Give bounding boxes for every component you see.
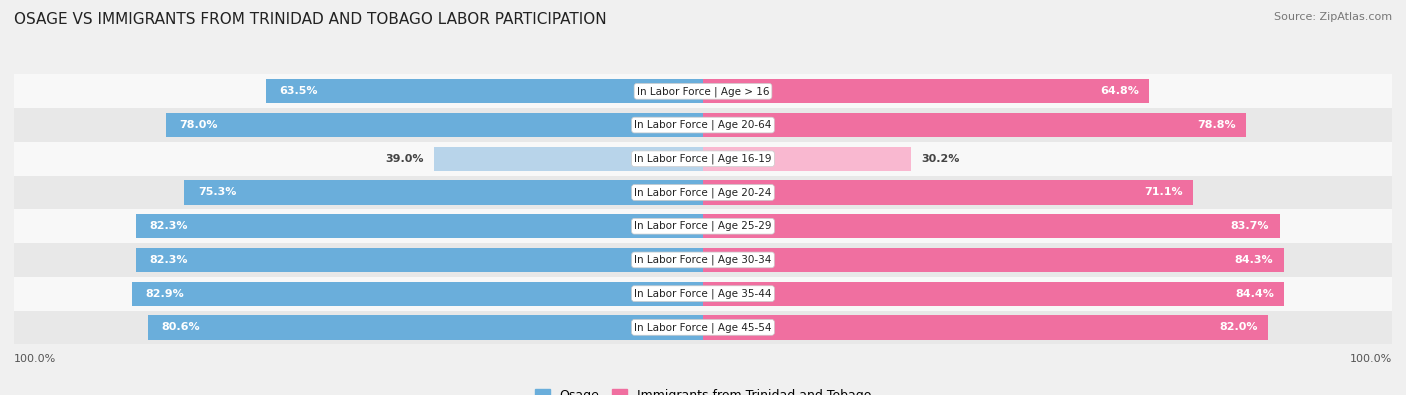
Text: 82.0%: 82.0% — [1219, 322, 1257, 332]
Text: 82.3%: 82.3% — [150, 255, 188, 265]
Bar — [14, 176, 1392, 209]
Bar — [703, 214, 1279, 238]
Legend: Osage, Immigrants from Trinidad and Tobago: Osage, Immigrants from Trinidad and Toba… — [534, 389, 872, 395]
Bar — [14, 277, 1392, 310]
Bar — [434, 147, 703, 171]
Text: 100.0%: 100.0% — [1350, 354, 1392, 365]
Bar — [703, 282, 1285, 306]
Text: 39.0%: 39.0% — [385, 154, 425, 164]
Text: 80.6%: 80.6% — [162, 322, 200, 332]
Text: In Labor Force | Age 25-29: In Labor Force | Age 25-29 — [634, 221, 772, 231]
Bar — [703, 79, 1150, 103]
Text: In Labor Force | Age 35-44: In Labor Force | Age 35-44 — [634, 288, 772, 299]
Bar — [136, 214, 703, 238]
Text: In Labor Force | Age 16-19: In Labor Force | Age 16-19 — [634, 154, 772, 164]
Text: 78.0%: 78.0% — [180, 120, 218, 130]
Bar — [266, 79, 703, 103]
Text: Source: ZipAtlas.com: Source: ZipAtlas.com — [1274, 12, 1392, 22]
Text: 84.4%: 84.4% — [1236, 289, 1274, 299]
Text: 84.3%: 84.3% — [1234, 255, 1274, 265]
Text: In Labor Force | Age 30-34: In Labor Force | Age 30-34 — [634, 255, 772, 265]
Text: OSAGE VS IMMIGRANTS FROM TRINIDAD AND TOBAGO LABOR PARTICIPATION: OSAGE VS IMMIGRANTS FROM TRINIDAD AND TO… — [14, 12, 606, 27]
Text: 64.8%: 64.8% — [1101, 87, 1139, 96]
Bar — [14, 243, 1392, 277]
Bar — [166, 113, 703, 137]
Bar — [132, 282, 703, 306]
Text: 78.8%: 78.8% — [1197, 120, 1236, 130]
Text: 82.9%: 82.9% — [146, 289, 184, 299]
Text: In Labor Force | Age 45-54: In Labor Force | Age 45-54 — [634, 322, 772, 333]
Bar — [14, 142, 1392, 176]
Bar — [14, 108, 1392, 142]
Text: In Labor Force | Age 20-24: In Labor Force | Age 20-24 — [634, 187, 772, 198]
Text: 75.3%: 75.3% — [198, 188, 236, 198]
Bar — [703, 113, 1246, 137]
Text: 71.1%: 71.1% — [1144, 188, 1182, 198]
Text: 83.7%: 83.7% — [1230, 221, 1270, 231]
Bar — [703, 248, 1284, 272]
Bar — [14, 310, 1392, 344]
Bar — [148, 315, 703, 340]
Text: 100.0%: 100.0% — [14, 354, 56, 365]
Text: In Labor Force | Age 20-64: In Labor Force | Age 20-64 — [634, 120, 772, 130]
Bar — [703, 181, 1192, 205]
Bar — [14, 209, 1392, 243]
Text: 63.5%: 63.5% — [280, 87, 318, 96]
Bar — [136, 248, 703, 272]
Text: 82.3%: 82.3% — [150, 221, 188, 231]
Text: In Labor Force | Age > 16: In Labor Force | Age > 16 — [637, 86, 769, 97]
Bar — [14, 75, 1392, 108]
Bar — [703, 315, 1268, 340]
Bar — [703, 147, 911, 171]
Text: 30.2%: 30.2% — [921, 154, 960, 164]
Bar — [184, 181, 703, 205]
